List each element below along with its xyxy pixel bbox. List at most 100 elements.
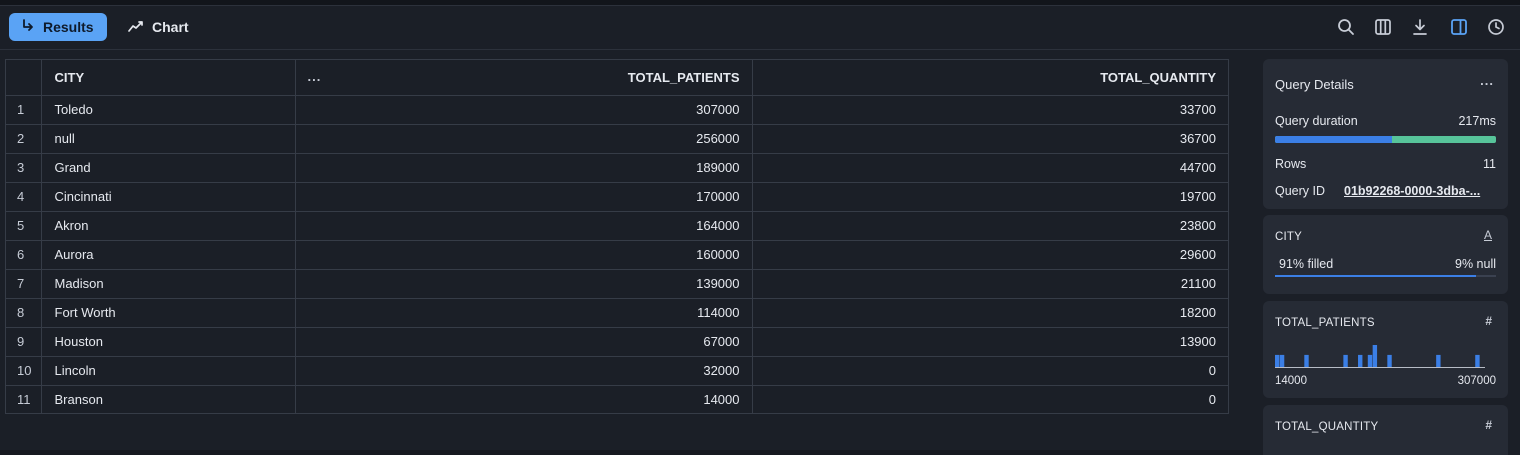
column-more-button[interactable]: ... <box>307 69 322 84</box>
total-quantity-column-card[interactable]: TOTAL_QUANTITY # <box>1263 405 1508 455</box>
histogram-max-label: 307000 <box>1457 375 1496 387</box>
table-row[interactable]: 6 Aurora 160000 29600 <box>6 240 1228 270</box>
histogram-bar <box>1343 354 1348 367</box>
cell-city[interactable]: Aurora <box>41 240 296 270</box>
cell-total-quantity[interactable]: 44700 <box>752 153 1228 183</box>
results-tab-button[interactable]: Results <box>9 13 107 41</box>
cell-city[interactable]: Toledo <box>41 95 296 125</box>
query-details-more-button[interactable]: ... <box>1480 73 1494 88</box>
cell-city[interactable]: Fort Worth <box>41 298 296 328</box>
panel-toggle-icon[interactable] <box>1449 17 1469 37</box>
cell-total-patients[interactable]: 170000 <box>295 182 753 212</box>
cell-total-quantity[interactable]: 13900 <box>752 327 1228 357</box>
table-row[interactable]: 11 Branson 14000 0 <box>6 385 1228 414</box>
histogram-bar <box>1387 354 1392 367</box>
row-index: 3 <box>6 153 42 183</box>
query-details-card: Query Details ... Query duration 217ms R… <box>1263 59 1508 209</box>
table-row[interactable]: 4 Cincinnati 170000 19700 <box>6 182 1228 212</box>
table-header-row: CITY ... TOTAL_PATIENTS TOTAL_QUANTITY <box>6 60 1228 96</box>
bottom-strip <box>0 450 1250 455</box>
cell-total-quantity[interactable]: 29600 <box>752 240 1228 270</box>
cell-total-patients[interactable]: 67000 <box>295 327 753 357</box>
chart-tab-label: Chart <box>152 19 189 35</box>
cell-total-quantity[interactable]: 18200 <box>752 298 1228 328</box>
history-icon[interactable] <box>1486 17 1506 37</box>
histogram-min-label: 14000 <box>1275 375 1307 387</box>
table-row[interactable]: 3 Grand 189000 44700 <box>6 153 1228 183</box>
total-patients-column-name: TOTAL_PATIENTS <box>1275 317 1375 329</box>
histogram-bar <box>1358 354 1363 367</box>
city-column-card[interactable]: CITY A 91% filled 9% null <box>1263 215 1508 294</box>
query-duration-bar <box>1275 136 1496 143</box>
cell-total-patients[interactable]: 307000 <box>295 95 753 125</box>
cell-total-patients[interactable]: 114000 <box>295 298 753 328</box>
row-index: 2 <box>6 124 42 154</box>
cell-total-patients[interactable]: 256000 <box>295 124 753 154</box>
row-index: 5 <box>6 211 42 241</box>
cell-total-quantity[interactable]: 36700 <box>752 124 1228 154</box>
query-id-link[interactable]: 01b92268-0000-3dba-... <box>1344 184 1481 198</box>
cell-city[interactable]: Madison <box>41 269 296 299</box>
column-header-total-patients-label: TOTAL_PATIENTS <box>627 69 740 85</box>
city-filled-label: 91% filled <box>1279 257 1334 271</box>
row-index: 7 <box>6 269 42 299</box>
table-row[interactable]: 9 Houston 67000 13900 <box>6 327 1228 357</box>
histogram-axis <box>1275 367 1485 368</box>
column-header-city[interactable]: CITY <box>41 60 296 96</box>
top-strip <box>0 0 1520 6</box>
search-icon[interactable] <box>1336 17 1356 37</box>
table-row[interactable]: 10 Lincoln 32000 0 <box>6 356 1228 386</box>
cell-total-quantity[interactable]: 21100 <box>752 269 1228 299</box>
cell-total-patients[interactable]: 139000 <box>295 269 753 299</box>
cell-total-patients[interactable]: 160000 <box>295 240 753 270</box>
cell-total-quantity[interactable]: 0 <box>1208 392 1216 408</box>
city-column-name: CITY <box>1275 231 1302 243</box>
results-tab-label: Results <box>43 19 94 35</box>
query-id-label: Query ID <box>1275 184 1326 198</box>
cell-total-quantity[interactable]: 19700 <box>752 182 1228 212</box>
cell-total-patients[interactable]: 164000 <box>295 211 753 241</box>
row-index: 11 <box>6 385 42 414</box>
table-row[interactable]: 1 Toledo 307000 33700 <box>6 95 1228 125</box>
table-row[interactable]: 2 null 256000 36700 <box>6 124 1228 154</box>
chart-tab-button[interactable]: Chart <box>124 13 204 41</box>
text-type-icon: A <box>1483 228 1492 242</box>
column-header-total-patients[interactable]: ... TOTAL_PATIENTS <box>295 60 753 96</box>
cell-total-patients[interactable]: 32000 <box>295 356 753 386</box>
return-arrow-icon <box>21 18 35 36</box>
number-type-icon: # <box>1485 314 1492 328</box>
cell-city[interactable]: Lincoln <box>41 356 296 386</box>
histogram-bar <box>1372 345 1378 367</box>
total-quantity-column-name: TOTAL_QUANTITY <box>1275 421 1379 433</box>
cell-city[interactable]: Akron <box>41 211 296 241</box>
columns-icon[interactable] <box>1373 17 1393 37</box>
row-index: 1 <box>6 95 42 125</box>
row-index: 8 <box>6 298 42 328</box>
cell-city[interactable]: Houston <box>41 327 296 357</box>
cell-city[interactable]: Branson <box>41 385 296 414</box>
query-details-title: Query Details <box>1275 77 1354 92</box>
results-toolbar: Results Chart <box>0 6 1520 50</box>
table-row[interactable]: 5 Akron 164000 23800 <box>6 211 1228 241</box>
cell-total-patients[interactable]: 189000 <box>295 153 753 183</box>
cell-total-quantity[interactable]: 33700 <box>752 95 1228 125</box>
city-fill-bar <box>1275 275 1496 277</box>
row-index: 4 <box>6 182 42 212</box>
histogram-bar <box>1275 354 1280 367</box>
histogram-bar <box>1279 354 1285 367</box>
row-index: 10 <box>6 356 42 386</box>
cell-total-quantity[interactable]: 23800 <box>752 211 1228 241</box>
download-icon[interactable] <box>1410 17 1430 37</box>
cell-city[interactable]: Cincinnati <box>41 182 296 212</box>
table-row[interactable]: 7 Madison 139000 21100 <box>6 269 1228 299</box>
cell-city[interactable]: null <box>41 124 296 154</box>
total-patients-column-card[interactable]: TOTAL_PATIENTS # 14000 307000 <box>1263 301 1508 398</box>
cell-city[interactable]: Grand <box>41 153 296 183</box>
row-index-header <box>6 60 42 96</box>
cell-total-patients[interactable]: 14000 <box>295 385 753 414</box>
table-row[interactable]: 8 Fort Worth 114000 18200 <box>6 298 1228 328</box>
cell-total-quantity[interactable]: 0 <box>752 356 1228 386</box>
rows-value: 11 <box>1483 157 1496 171</box>
city-fill-bar-fill <box>1275 275 1477 277</box>
column-header-total-quantity[interactable]: TOTAL_QUANTITY <box>752 60 1228 96</box>
